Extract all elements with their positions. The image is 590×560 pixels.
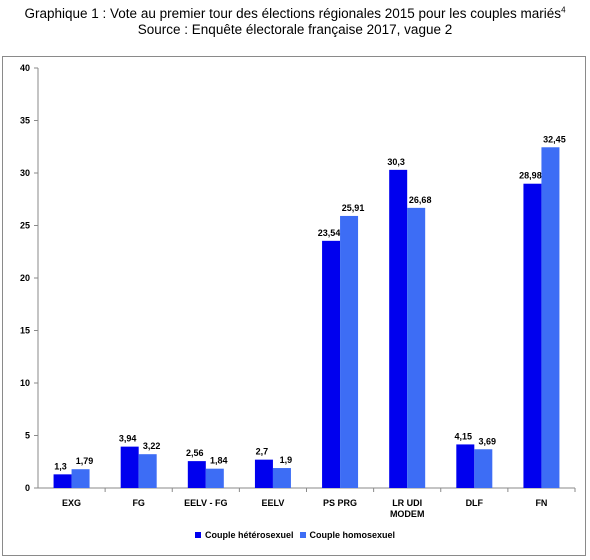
data-label: 25,91: [342, 203, 365, 213]
bar-homo: [71, 469, 90, 488]
footnote-marker: 4: [561, 5, 566, 15]
y-tick-label: 0: [25, 483, 30, 493]
data-label: 2,7: [256, 447, 269, 457]
bar-homo: [272, 468, 291, 488]
data-label: 3,22: [143, 441, 161, 451]
bar-homo: [205, 468, 224, 488]
legend-swatch: [194, 532, 201, 538]
category-label: EELV - FG: [184, 498, 227, 508]
y-tick-label: 30: [20, 168, 30, 178]
category-label: DLF: [466, 498, 484, 508]
legend-item: Couple homosexuel: [299, 530, 396, 540]
data-label: 1,79: [76, 456, 94, 466]
legend-item: Couple hétérosexuel: [194, 530, 294, 540]
chart-title-block: Graphique 1 : Vote au premier tour des é…: [0, 6, 590, 38]
data-label: 28,98: [519, 171, 542, 181]
data-label: 26,68: [409, 195, 432, 205]
bar-hetero: [53, 474, 72, 488]
y-tick-label: 15: [20, 326, 30, 336]
y-tick-label: 20: [20, 273, 30, 283]
bar-hetero: [322, 240, 341, 488]
data-label: 30,3: [387, 157, 405, 167]
bar-hetero: [389, 169, 408, 488]
bar-hetero: [523, 183, 542, 488]
bar-homo: [474, 449, 493, 488]
bar-homo: [541, 147, 560, 488]
chart-frame: [2, 56, 586, 556]
y-tick-label: 25: [20, 221, 30, 231]
bar-homo: [407, 207, 426, 489]
legend-swatch: [299, 532, 306, 538]
category-label: FN: [535, 498, 547, 508]
bar-hetero: [187, 461, 206, 488]
bar-homo: [340, 215, 359, 488]
data-label: 1,9: [280, 455, 293, 465]
category-label: PS PRG: [323, 498, 357, 508]
bar-hetero: [456, 444, 475, 488]
bar-hetero: [254, 459, 273, 488]
bar-homo: [138, 454, 157, 488]
legend-label: Couple hétérosexuel: [204, 530, 294, 540]
category-label: LR UDI: [392, 498, 422, 508]
chart-source: Source : Enquête électorale française 20…: [137, 22, 453, 37]
data-label: 2,56: [186, 448, 204, 458]
category-label: EELV: [262, 498, 285, 508]
data-label: 3,69: [479, 436, 497, 446]
chart-title: Graphique 1 : Vote au premier tour des é…: [24, 5, 566, 21]
legend: Couple hétérosexuel Couple homosexuel: [0, 530, 590, 540]
data-label: 3,94: [119, 434, 137, 444]
y-tick-label: 5: [25, 431, 30, 441]
category-label: EXG: [62, 498, 81, 508]
category-label: MODEM: [390, 509, 425, 519]
data-label: 32,45: [543, 134, 566, 144]
data-label: 4,15: [455, 431, 473, 441]
data-label: 23,54: [318, 228, 341, 238]
y-tick-label: 35: [20, 116, 30, 126]
y-tick-label: 40: [20, 63, 30, 73]
data-label: 1,3: [54, 461, 67, 471]
category-label: FG: [132, 498, 145, 508]
bar-hetero: [120, 446, 139, 488]
y-tick-label: 10: [20, 378, 30, 388]
legend-label: Couple homosexuel: [309, 530, 396, 540]
data-label: 1,84: [210, 456, 228, 466]
